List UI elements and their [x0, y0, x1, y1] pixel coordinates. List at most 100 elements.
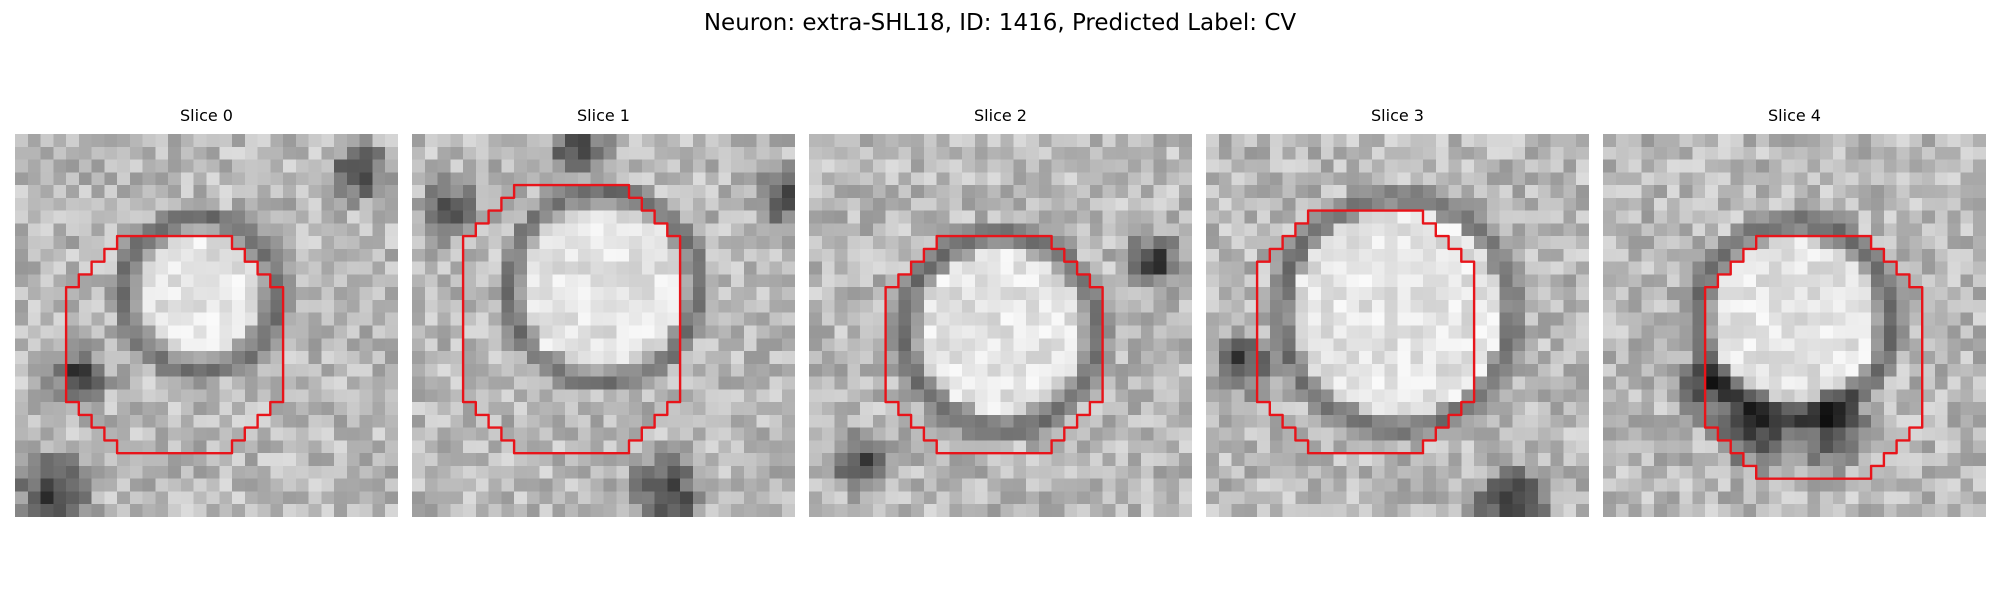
image-pixel: [1486, 274, 1500, 288]
image-pixel: [1512, 210, 1526, 224]
image-pixel: [66, 312, 80, 326]
image-pixel: [1077, 236, 1091, 250]
image-pixel: [1102, 146, 1116, 160]
image-pixel: [424, 159, 438, 173]
image-pixel: [1692, 210, 1706, 224]
image-pixel: [743, 274, 757, 288]
image-pixel: [1448, 274, 1462, 288]
image-pixel: [809, 427, 823, 441]
image-pixel: [91, 453, 105, 467]
image-pixel: [769, 185, 783, 199]
image-pixel: [1550, 299, 1564, 314]
image-pixel: [53, 338, 67, 352]
image-pixel: [1013, 172, 1027, 186]
image-pixel: [1089, 197, 1103, 211]
image-pixel: [1845, 376, 1859, 390]
image-pixel: [1128, 414, 1142, 428]
image-pixel: [1794, 504, 1808, 517]
image-pixel: [1654, 389, 1668, 403]
image-pixel: [1231, 453, 1245, 467]
image-pixel: [372, 338, 386, 352]
image-pixel: [66, 389, 80, 403]
image-pixel: [385, 146, 398, 160]
slice-image: [1206, 134, 1589, 517]
image-pixel: [872, 414, 886, 428]
image-pixel: [78, 338, 92, 352]
image-pixel: [206, 312, 220, 326]
image-pixel: [616, 478, 630, 492]
image-pixel: [743, 338, 757, 352]
image-pixel: [1756, 287, 1770, 301]
image-pixel: [667, 414, 681, 428]
image-pixel: [1679, 274, 1693, 288]
image-pixel: [1257, 248, 1271, 262]
image-pixel: [1756, 197, 1770, 211]
image-pixel: [1410, 402, 1424, 416]
image-pixel: [1730, 287, 1744, 301]
image-pixel: [885, 236, 899, 250]
image-pixel: [475, 389, 489, 403]
image-pixel: [1423, 210, 1437, 224]
image-pixel: [1064, 197, 1078, 211]
image-pixel: [295, 504, 309, 517]
image-pixel: [1397, 402, 1411, 416]
image-pixel: [1077, 185, 1091, 199]
image-pixel: [1768, 491, 1783, 505]
image-pixel: [1026, 146, 1040, 160]
image-pixel: [1140, 427, 1154, 441]
image-pixel: [142, 134, 156, 148]
image-pixel: [346, 236, 360, 250]
image-pixel: [731, 465, 745, 479]
image-pixel: [1038, 491, 1052, 505]
image-pixel: [270, 159, 284, 173]
image-pixel: [1257, 427, 1271, 441]
image-pixel: [1064, 478, 1078, 492]
image-pixel: [552, 223, 566, 237]
image-pixel: [1717, 325, 1731, 339]
image-pixel: [1922, 363, 1936, 377]
image-pixel: [1077, 389, 1091, 403]
image-pixel: [667, 261, 681, 275]
image-pixel: [1179, 210, 1192, 224]
image-pixel: [1064, 261, 1078, 275]
image-pixel: [1346, 491, 1360, 505]
image-pixel: [1474, 351, 1488, 365]
image-pixel: [1423, 261, 1437, 275]
image-pixel: [1768, 210, 1783, 224]
image-pixel: [1756, 146, 1770, 160]
image-pixel: [1499, 453, 1513, 467]
image-pixel: [641, 389, 655, 403]
image-pixel: [475, 465, 489, 479]
image-pixel: [40, 427, 54, 441]
image-pixel: [1013, 248, 1027, 262]
image-pixel: [1166, 491, 1180, 505]
image-pixel: [1295, 478, 1309, 492]
segmentation-contour: [64, 234, 285, 455]
image-pixel: [66, 210, 80, 224]
image-pixel: [155, 197, 169, 211]
image-pixel: [667, 299, 681, 314]
image-pixel: [1832, 223, 1846, 237]
image-pixel: [565, 351, 579, 365]
image-pixel: [1717, 465, 1731, 479]
image-pixel: [769, 453, 783, 467]
image-pixel: [987, 261, 1001, 275]
image-pixel: [1269, 146, 1283, 160]
image-pixel: [1244, 338, 1258, 352]
image-pixel: [488, 465, 502, 479]
image-pixel: [15, 440, 29, 454]
image-pixel: [1692, 159, 1706, 173]
image-pixel: [450, 312, 464, 326]
image-pixel: [1654, 427, 1668, 441]
image-pixel: [1218, 236, 1232, 250]
image-pixel: [1909, 248, 1923, 262]
image-pixel: [1743, 185, 1757, 199]
image-pixel: [1026, 134, 1040, 148]
image-pixel: [898, 338, 912, 352]
image-pixel: [437, 197, 451, 211]
image-pixel: [1717, 338, 1731, 352]
image-pixel: [821, 453, 835, 467]
image-pixel: [1077, 325, 1091, 339]
image-pixel: [923, 427, 937, 441]
image-pixel: [743, 440, 757, 454]
